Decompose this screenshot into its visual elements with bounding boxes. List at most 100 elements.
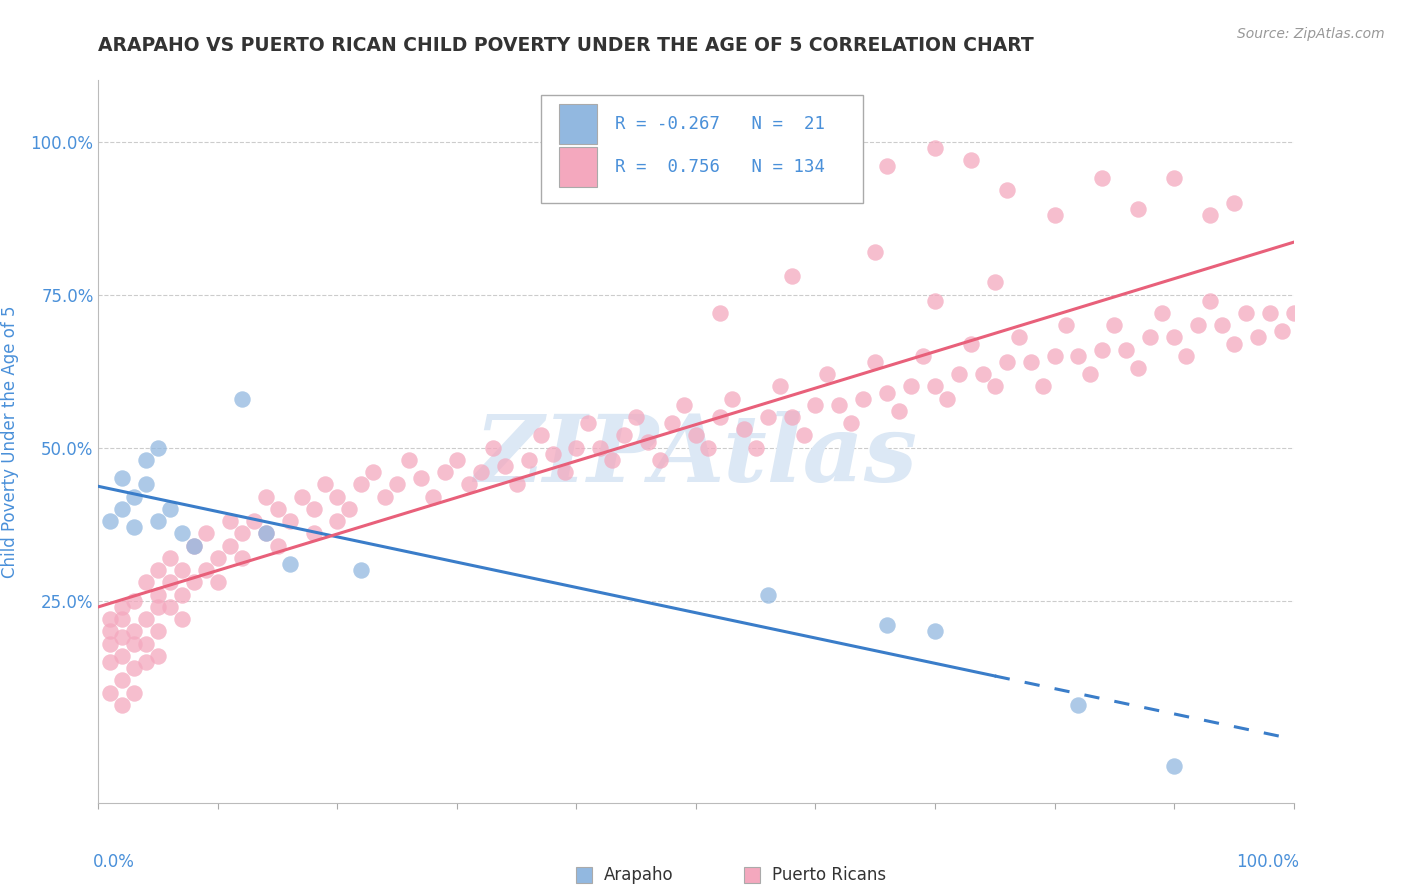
FancyBboxPatch shape [576, 867, 592, 883]
Point [385, 477, 409, 491]
Point [278, 514, 301, 528]
Text: R =  0.756   N = 134: R = 0.756 N = 134 [614, 158, 825, 176]
Point [350, 477, 373, 491]
Point [434, 465, 457, 479]
Point [972, 367, 994, 381]
Point [411, 471, 433, 485]
Point [481, 441, 505, 455]
Point [1128, 202, 1150, 216]
Point [98, 624, 122, 639]
Point [148, 599, 170, 614]
Point [98, 514, 122, 528]
Point [984, 276, 1007, 290]
Point [111, 631, 134, 645]
FancyBboxPatch shape [558, 103, 596, 144]
Point [470, 465, 492, 479]
Point [135, 612, 157, 626]
Point [135, 637, 157, 651]
FancyBboxPatch shape [541, 95, 863, 203]
Point [1247, 330, 1270, 344]
Point [124, 685, 146, 699]
Point [1282, 306, 1305, 320]
Point [865, 355, 887, 369]
Point [494, 458, 516, 473]
Point [1104, 318, 1126, 333]
Point [172, 588, 194, 602]
Point [446, 453, 468, 467]
Point [733, 422, 755, 436]
Point [852, 392, 875, 406]
Point [254, 490, 277, 504]
Point [709, 410, 731, 425]
Point [135, 453, 157, 467]
Point [231, 392, 253, 406]
Point [1032, 379, 1054, 393]
Point [254, 526, 277, 541]
Point [183, 575, 205, 590]
Point [1139, 330, 1161, 344]
Point [148, 588, 170, 602]
Point [326, 514, 349, 528]
Point [554, 465, 576, 479]
Point [111, 471, 134, 485]
Point [1258, 306, 1281, 320]
Point [111, 502, 134, 516]
Point [541, 447, 564, 461]
Point [828, 184, 851, 198]
Point [350, 563, 373, 577]
Point [398, 453, 420, 467]
FancyBboxPatch shape [558, 147, 596, 186]
Point [960, 336, 983, 351]
Point [98, 637, 122, 651]
Point [1008, 330, 1031, 344]
Point [111, 612, 134, 626]
Point [1223, 336, 1246, 351]
Point [876, 385, 898, 400]
Point [135, 575, 157, 590]
Point [924, 379, 946, 393]
Point [148, 441, 170, 455]
Text: ZIPAtlas: ZIPAtlas [474, 411, 918, 501]
Text: ARAPAHO VS PUERTO RICAN CHILD POVERTY UNDER THE AGE OF 5 CORRELATION CHART: ARAPAHO VS PUERTO RICAN CHILD POVERTY UN… [98, 36, 1035, 54]
Point [900, 379, 922, 393]
Point [661, 416, 683, 430]
Point [159, 550, 181, 565]
Point [841, 416, 863, 430]
Point [195, 526, 218, 541]
Text: Arapaho: Arapaho [605, 866, 673, 884]
Point [267, 502, 290, 516]
Point [721, 392, 744, 406]
Point [183, 539, 205, 553]
Point [98, 685, 122, 699]
Point [865, 244, 887, 259]
Point [517, 453, 540, 467]
Point [1067, 349, 1090, 363]
Point [673, 398, 696, 412]
Point [98, 612, 122, 626]
Point [768, 379, 790, 393]
Point [602, 453, 624, 467]
Point [302, 502, 325, 516]
Point [1091, 171, 1114, 186]
Point [111, 599, 134, 614]
Point [1091, 343, 1114, 357]
Point [589, 441, 612, 455]
Point [1019, 355, 1042, 369]
Point [804, 398, 827, 412]
Point [339, 502, 361, 516]
Point [159, 502, 181, 516]
Point [995, 355, 1018, 369]
Point [924, 624, 946, 639]
Point [960, 153, 983, 167]
Point [159, 599, 181, 614]
Point [326, 490, 349, 504]
Point [876, 618, 898, 632]
Point [278, 557, 301, 571]
Point [1163, 171, 1185, 186]
Point [1056, 318, 1078, 333]
Text: Puerto Ricans: Puerto Ricans [772, 866, 886, 884]
Point [1152, 306, 1174, 320]
Point [207, 575, 229, 590]
Point [148, 514, 170, 528]
Point [254, 526, 277, 541]
